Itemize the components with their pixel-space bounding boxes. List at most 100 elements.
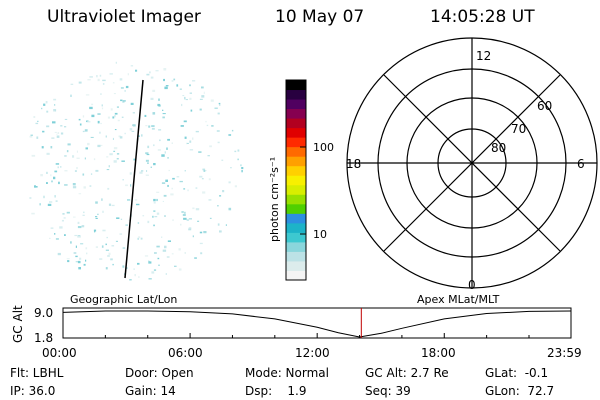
uv-pixel [110,108,113,111]
uv-pixel [145,159,149,162]
uv-pixel [139,171,143,174]
uv-pixel [154,252,157,254]
uv-pixel [203,231,207,234]
polar-diagonal-2 [383,74,561,252]
uv-pixel [126,267,128,269]
uv-pixel [74,170,77,172]
uv-pixel [77,226,82,229]
colorbar-band [286,222,306,233]
uv-pixel [47,203,52,206]
uv-pixel [201,86,204,89]
mlt-label-6: 6 [577,157,585,171]
uv-pixel [102,229,106,232]
uv-pixel [141,170,144,172]
uv-pixel [64,118,68,120]
uv-pixel [74,234,78,237]
uv-pixel [62,213,65,215]
uv-pixel [64,126,67,128]
uv-pixel [82,214,85,216]
uv-pixel [158,264,160,266]
uv-pixel [137,237,139,240]
info-gc-alt: GC Alt: 2.7 Re [365,366,449,380]
uv-pixel [228,207,232,211]
uv-pixel [46,110,49,113]
uv-pixel [100,144,103,146]
uv-pixel [221,159,224,161]
uv-pixel [208,199,212,201]
uv-pixel [133,158,135,161]
uv-pixel [100,122,102,125]
uv-pixel [122,265,125,268]
uv-pixel [60,166,62,168]
colorbar-frame [285,79,307,281]
uv-pixel [225,224,227,226]
uv-pixel [116,153,120,155]
uv-pixel [60,125,63,127]
uv-pixel [41,146,44,149]
uv-pixel [228,134,232,136]
uv-pixel [183,120,187,123]
uv-pixel [101,107,104,110]
uv-pixel [82,173,85,176]
uv-pixel [112,137,114,140]
uv-pixel [114,115,116,118]
uv-pixel [70,241,72,244]
colorbar-band [286,194,306,205]
uv-pixel [81,225,85,228]
uv-pixel [46,125,50,128]
uv-pixel [219,104,221,106]
uv-pixel [58,181,60,185]
uv-pixel [186,142,189,144]
uv-pixel [54,195,56,198]
uv-pixel [97,78,100,82]
timeline-ytick-bottom: 1.8 [34,331,53,345]
uv-pixel [148,125,151,128]
uv-pixel [163,182,165,184]
uv-pixel [132,112,135,114]
uv-pixel [70,94,72,97]
mlt-label-12: 12 [476,49,491,63]
uv-pixel [116,106,119,108]
uv-pixel [201,178,204,180]
uv-pixel [83,186,86,189]
uv-pixel [91,103,94,106]
uv-pixel [151,271,155,274]
colorbar-label: photon cm⁻²s⁻¹ [268,157,281,242]
uv-pixel [133,268,135,270]
uv-pixel [87,79,91,81]
colorbar-band [286,146,306,157]
uv-pixel [163,78,165,82]
uv-pixel [174,265,177,267]
uv-pixel [171,80,174,82]
uv-pixel [76,150,78,153]
uv-pixel [100,93,102,95]
uv-pixel [93,158,96,161]
uv-pixel [145,152,149,155]
uv-pixel [153,198,156,202]
uv-pixel [73,252,77,254]
info-seq: Seq: 39 [365,384,411,398]
uv-pixel [42,130,45,133]
uv-pixel [140,237,143,240]
uv-pixel [89,106,93,110]
uv-pixel [165,273,167,275]
uv-pixel [197,220,200,222]
uv-pixel [108,203,112,206]
uv-pixel [156,245,160,248]
uv-pixel [76,167,78,170]
uv-pixel [61,219,64,222]
uv-pixel [129,172,132,175]
uv-pixel [209,145,212,148]
uv-pixel [201,95,205,98]
uv-pixel [85,94,90,96]
timeline-x-ticks [62,333,572,338]
uv-pixel [149,71,151,74]
uv-pixel [75,261,80,263]
timeline-xtick-2359: 23:59 [547,346,582,360]
uv-pixel [111,245,115,247]
uv-pixel [199,108,202,111]
uv-pixel [184,136,187,139]
uv-pixel [170,193,174,196]
uv-pixel [161,154,165,157]
uv-pixel [222,190,225,193]
